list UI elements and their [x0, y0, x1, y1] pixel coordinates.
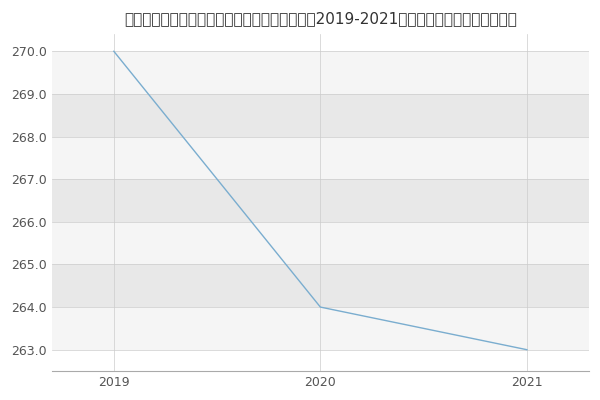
Bar — [52, 51, 589, 94]
Bar — [52, 222, 589, 264]
Bar — [52, 136, 589, 179]
Title: 太原科技大学计算机科学与技术学院软件工程（2019-2021历年复试）研究生录取分数线: 太原科技大学计算机科学与技术学院软件工程（2019-2021历年复试）研究生录取… — [124, 11, 517, 26]
Bar — [52, 94, 589, 136]
Bar — [52, 264, 589, 307]
Bar — [52, 307, 589, 350]
Bar — [52, 179, 589, 222]
